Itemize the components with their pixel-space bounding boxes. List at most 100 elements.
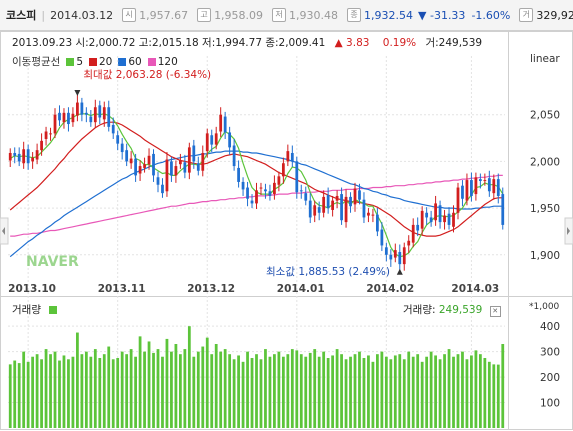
volume-bar [62, 355, 66, 428]
candle-body [483, 180, 487, 182]
right-arrow-icon [567, 227, 570, 235]
candle-body [362, 199, 366, 218]
volume-bar [478, 354, 482, 428]
volume-bar [317, 356, 321, 428]
candle-body [214, 133, 218, 145]
ma60-swatch[interactable] [118, 57, 127, 66]
volume-bar [13, 360, 17, 428]
volume-bar [443, 354, 446, 428]
candle-body [313, 205, 317, 216]
candle-body [111, 124, 115, 134]
volume-bar [223, 349, 227, 428]
candle-body [170, 161, 173, 176]
volume-bar [138, 336, 142, 428]
volume-bar [40, 359, 43, 428]
candle-body [147, 155, 151, 165]
volume-bar [340, 354, 343, 428]
candle-body [393, 250, 397, 258]
candle-body [331, 200, 335, 210]
volume-bar [416, 354, 420, 428]
volume-readout: 거래량: 249,539 ✕ [403, 302, 501, 317]
volume-tick-label: 400 [540, 321, 560, 333]
candle-body [178, 160, 182, 165]
ma120-label: 120 [157, 55, 178, 68]
ma5-swatch[interactable] [66, 57, 75, 66]
info-text: 2013.09.23 시:2,000.72 고:2,015.18 저:1,994… [12, 37, 326, 49]
volume-bar [353, 354, 357, 428]
volume-bar [116, 358, 120, 428]
open-label: 시 [122, 8, 137, 22]
candle-body [219, 114, 223, 132]
volume-bar [89, 356, 93, 428]
volume-bar [496, 364, 500, 428]
quote-header: 코스피 | 2014.03.12 시 1,957.67 고 1,958.09 저 1,… [0, 0, 573, 31]
candle-body [228, 132, 232, 148]
volume-bar [35, 354, 39, 428]
ma120-swatch[interactable] [147, 57, 156, 66]
ma20-swatch[interactable] [89, 57, 97, 66]
crosshair-info: 2013.09.23 시:2,000.72 고:2,015.18 저:1,994… [12, 35, 482, 50]
volume-bar [98, 358, 102, 428]
volume-bar [201, 346, 205, 428]
volume-label: 거 [519, 8, 534, 22]
volume-bar [76, 332, 79, 428]
ma20-line [9, 121, 503, 237]
volume-bar [438, 359, 442, 428]
candle-body [107, 107, 111, 127]
time-tick-label: 2013.10 [8, 283, 56, 295]
candle-body [129, 158, 133, 164]
volume-bar [304, 356, 308, 428]
candle-body [286, 151, 290, 162]
candle-body [492, 179, 496, 194]
scale-label: linear [530, 53, 560, 65]
volume-bar [452, 356, 455, 428]
volume-bar [170, 351, 173, 428]
candles [8, 95, 505, 271]
candle-body [76, 102, 79, 116]
volume-bar [308, 352, 312, 428]
candle-body [416, 224, 420, 231]
volume-bar [371, 361, 375, 428]
close-label: 종 [347, 8, 362, 22]
volume-bar [313, 349, 317, 428]
volume-swatch [48, 305, 57, 314]
volume-bar [411, 356, 415, 428]
volume-bars [8, 326, 505, 428]
volume-bar [232, 359, 236, 428]
volume-bar [407, 351, 411, 428]
volume-bar [205, 337, 209, 428]
candle-body [273, 182, 276, 195]
candle-body [210, 135, 214, 145]
volume-bar [219, 351, 223, 428]
volume-bar [389, 359, 393, 428]
volume-bar [380, 351, 384, 428]
candle-body [501, 194, 505, 225]
ma5-label: 5 [76, 55, 83, 68]
volume-bar [17, 363, 21, 428]
candle-body [31, 157, 35, 162]
volume-bar [210, 354, 214, 428]
close-volume-icon[interactable]: ✕ [489, 306, 501, 317]
volume-bar [335, 349, 339, 428]
volume-bar [483, 358, 487, 428]
candle-body [380, 229, 384, 246]
candle-body [443, 215, 446, 223]
volume-bar [487, 361, 491, 428]
volume-unit: *1,000 [529, 302, 560, 312]
volume-bar [322, 351, 326, 428]
candle-body [13, 152, 17, 156]
candle-body [461, 185, 464, 199]
volume-bar [174, 344, 178, 428]
volume-bar [277, 351, 281, 428]
volume-legend: 거래량 [12, 302, 57, 317]
min-annotation: 최소값 1,885.53 (2.49%) [266, 266, 390, 278]
candle-body [371, 214, 375, 216]
volume-bar [492, 364, 496, 428]
candle-body [196, 163, 200, 171]
candle-body [120, 143, 124, 153]
volume-bar [44, 349, 48, 428]
volume-bar [344, 359, 348, 428]
candle-body [49, 133, 52, 135]
volume-bar [393, 355, 397, 428]
